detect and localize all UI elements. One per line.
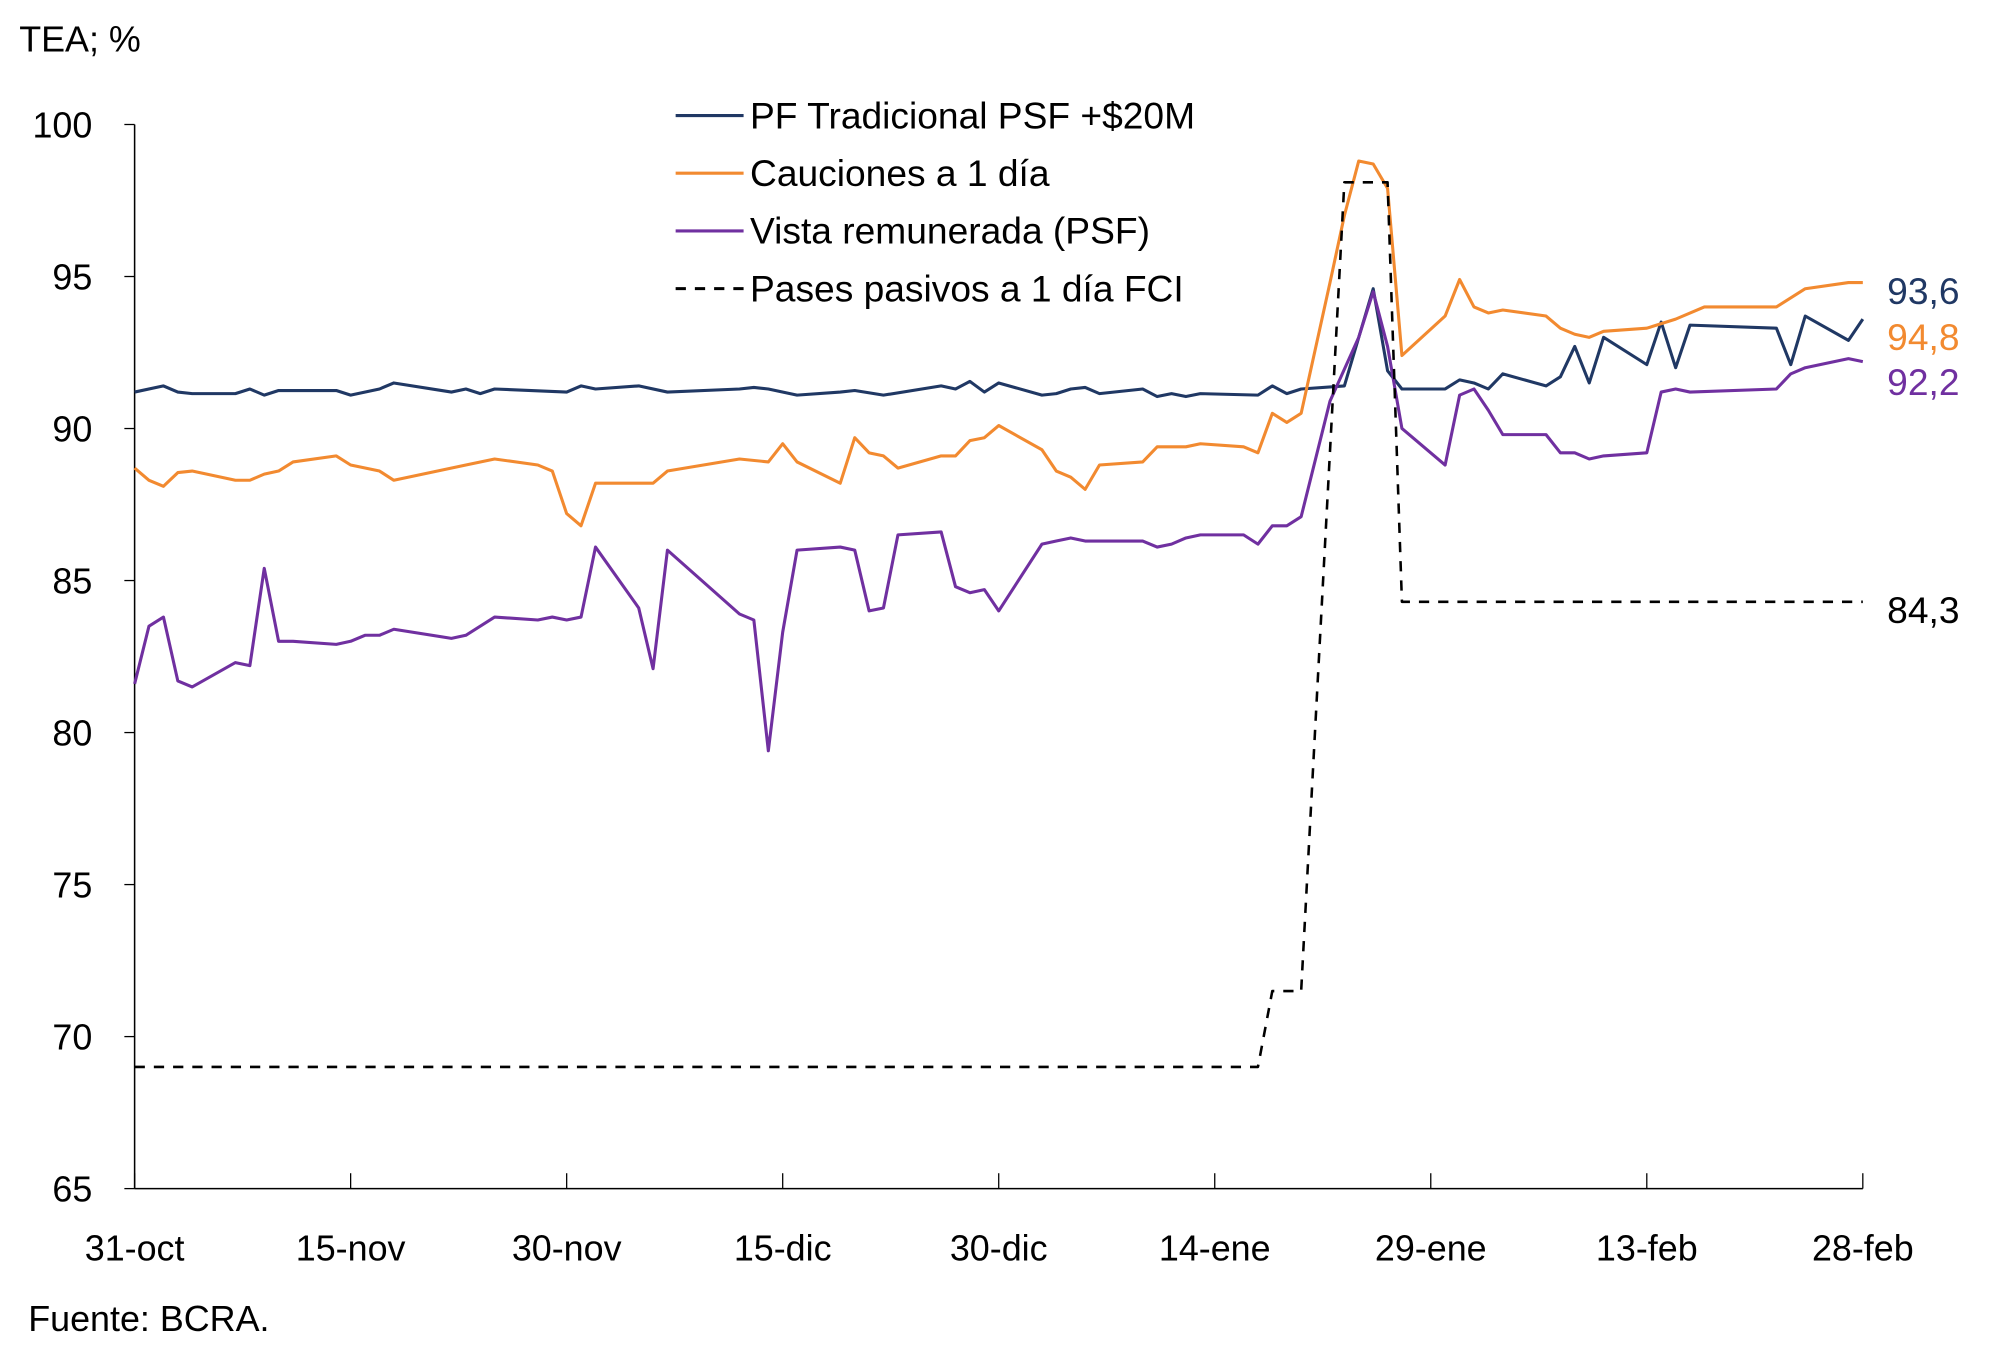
source-note: Fuente: BCRA. [28,1299,269,1339]
y-axis: 65 70 75 80 85 90 95 100 [32,105,135,1209]
x-tick-label: 31-oct [85,1228,185,1268]
y-tick-label: 90 [52,409,92,449]
x-tick-label: 30-dic [950,1228,1048,1268]
legend-label: Cauciones a 1 día [750,152,1050,194]
end-labels: 93,694,892,2 84,3 [1887,270,1959,631]
x-tick-label: 29-ene [1375,1228,1487,1268]
series-group [133,159,1865,1069]
series-line-3 [134,181,1863,1069]
y-tick-label: 80 [52,713,92,753]
x-tick-label: 28-feb [1812,1228,1914,1268]
x-tick-label: 15-dic [734,1228,832,1268]
y-tick-label: 100 [32,105,92,145]
y-tick-label: 70 [52,1017,92,1057]
x-tick-label: 30-nov [512,1228,622,1268]
end-value-label: 94,8 [1887,316,1959,358]
x-tick-label: 13-feb [1596,1228,1698,1268]
legend-label: Vista remunerada (PSF) [750,210,1150,252]
legend: PF Tradicional PSF +$20M Cauciones a 1 dí… [675,94,1195,309]
legend-label: PF Tradicional PSF +$20M [750,94,1195,136]
x-axis: 31-oct 15-nov 30-nov 15-dic 30-dic 14-ene 29-e… [85,1173,1914,1268]
series-line-1 [133,159,1863,528]
x-tick-label: 15-nov [296,1228,406,1268]
y-tick-label: 75 [52,865,92,905]
y-tick-label: 65 [52,1169,92,1209]
y-tick-label: 85 [52,561,92,601]
y-tick-label: 95 [52,257,92,297]
series-line-2 [133,290,1864,753]
end-value-label: 84,3 [1887,589,1959,631]
series-line-0 [134,287,1865,399]
end-value-label: 93,6 [1887,270,1959,312]
end-value-label: 92,2 [1887,361,1959,403]
legend-label: Pases pasivos a 1 día FCI [750,267,1184,309]
y-axis-label: TEA; % [19,19,141,59]
x-tick-label: 14-ene [1159,1228,1271,1268]
